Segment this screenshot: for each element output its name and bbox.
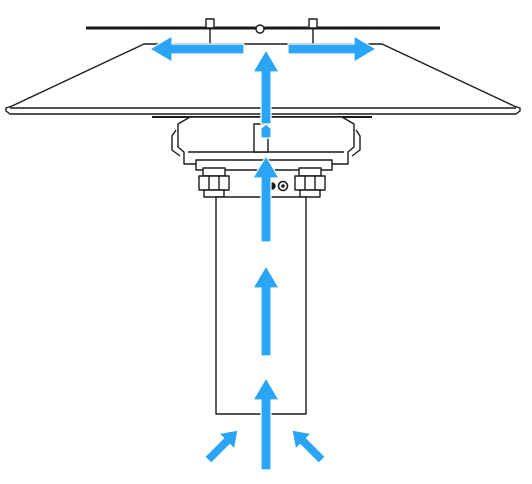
top-bolt-left <box>205 18 215 29</box>
housing-clip-left <box>171 129 181 157</box>
housing-clip-right <box>351 129 361 157</box>
flow-arrow-top-right <box>287 35 377 63</box>
flow-arrow-bottom-center <box>252 377 280 471</box>
airflow-arrows <box>149 35 377 471</box>
top-center-knob <box>255 24 265 34</box>
top-bolt-right <box>308 18 318 29</box>
cable-gland-left <box>198 167 230 198</box>
flow-arrow-lower-column <box>252 265 280 357</box>
flow-arrow-middle-column <box>252 155 280 243</box>
flow-arrow-top-left <box>149 35 245 63</box>
flow-arrow-bottom-left <box>204 429 239 464</box>
flow-arrow-upper-column <box>258 123 274 139</box>
flow-arrow-top-rising <box>252 49 280 125</box>
flow-arrow-bottom-right <box>291 429 326 464</box>
cable-gland-right <box>294 167 326 198</box>
